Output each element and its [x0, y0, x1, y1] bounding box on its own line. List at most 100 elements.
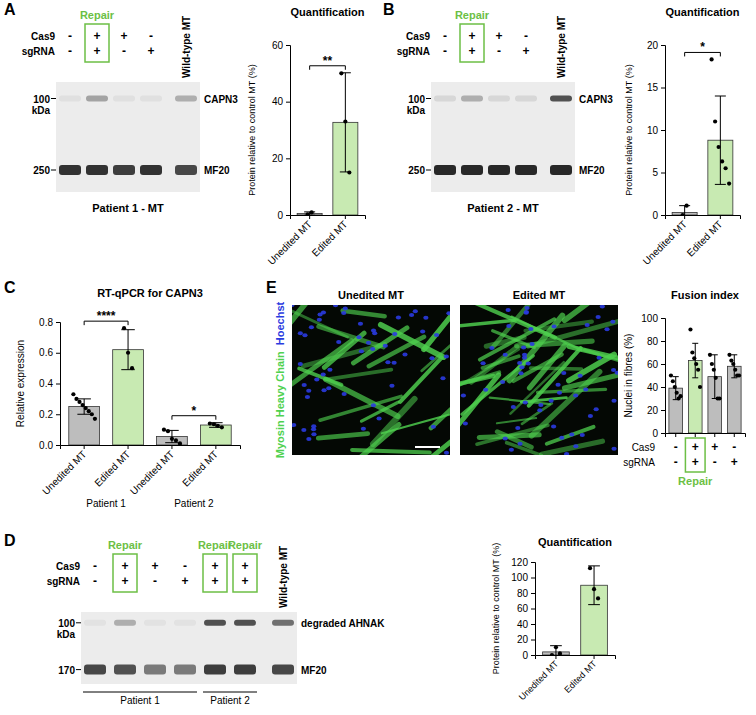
nucleus: [463, 422, 468, 426]
condition-sign: -: [713, 455, 717, 469]
nucleus: [555, 383, 560, 387]
x-tick-label: Unedited MT: [40, 449, 88, 497]
x-axis: Unedited MTEdited MTUnedited MTEdited MT: [40, 445, 240, 497]
error-bar-line: [695, 343, 696, 378]
data-point: [220, 425, 224, 429]
data-point: [708, 353, 712, 357]
y-tick-group: 20: [272, 153, 290, 164]
western-blot: RepairCas9-++-sgRNA-+-+Wild-type MTCAPN3…: [22, 9, 239, 214]
y-tick: [661, 410, 665, 411]
y-tick: [661, 215, 665, 216]
bar-chart: 0.00.20.40.60.8Unedited MTEdited MTUnedi…: [15, 287, 241, 509]
y-tick-group: 0.0: [39, 440, 60, 451]
marker-line: [51, 170, 56, 171]
condition-sign: +: [151, 559, 158, 573]
nucleus: [569, 432, 574, 436]
nucleus: [423, 316, 428, 320]
myotube: [547, 427, 594, 444]
y-tick: [661, 45, 665, 46]
condition-sign: +: [468, 44, 475, 58]
bar-chart: 05101520Unedited MTEdited MTQuantificati…: [624, 6, 741, 267]
data-point: [696, 368, 700, 372]
condition-sign: -: [93, 559, 97, 573]
data-point: [675, 391, 679, 395]
y-tick-group: 0: [277, 210, 290, 221]
blot-band: [461, 96, 483, 102]
y-tick-label: 40: [272, 96, 284, 107]
x-tick: [309, 215, 310, 219]
data-point: [306, 212, 310, 215]
blot-band: [113, 165, 135, 175]
nucleus: [480, 361, 485, 365]
nucleus: [551, 325, 556, 329]
myotube: [507, 443, 542, 455]
myotube: [400, 357, 442, 401]
nucleus: [524, 306, 529, 310]
x-tick-label: Edited MT: [180, 449, 220, 489]
y-axis: 020406080100120: [511, 557, 535, 661]
y-axis-line: [56, 323, 61, 446]
nucleus: [292, 305, 295, 307]
nucleus: [461, 393, 466, 397]
x-tick: [734, 433, 735, 437]
nucleus: [483, 388, 488, 392]
group-label: Patient 2: [174, 498, 214, 509]
row-label: sgRNA: [623, 457, 655, 468]
nucleus: [389, 384, 394, 388]
nucleus: [292, 423, 296, 427]
condition-sign: +: [211, 559, 218, 573]
y-tick: [531, 593, 535, 594]
x-tick-group: [675, 433, 676, 437]
y-tick-label: 20: [272, 153, 284, 164]
repair-label: Repair: [455, 9, 490, 21]
error-bar: [679, 206, 690, 215]
error-bar: [715, 96, 726, 184]
data-point: [339, 71, 343, 75]
nucleus: [444, 355, 449, 359]
nucleus: [366, 341, 371, 345]
image-title: Unedited MT: [338, 289, 404, 301]
error-bar: [588, 566, 600, 605]
condition-sign: -: [443, 44, 447, 58]
nucleus: [538, 403, 543, 407]
data-point: [694, 362, 698, 366]
y-tick-group: 40: [647, 382, 665, 393]
y-tick-group: 40: [517, 619, 535, 630]
data-point: [343, 119, 347, 123]
data-point: [688, 327, 692, 331]
data-point: [84, 406, 88, 410]
myotube: [407, 426, 450, 455]
blot-band: [174, 665, 196, 675]
repair-box: [685, 438, 705, 472]
marker-label: 250: [33, 165, 50, 176]
y-tick-group: 100: [641, 313, 665, 324]
x-tick-group: Edited MT: [180, 445, 220, 489]
band-label: CAPN3: [204, 94, 238, 105]
myotube: [460, 349, 519, 392]
blot-caption: Patient 1 - MT: [92, 202, 164, 214]
nucleus: [557, 391, 562, 395]
blot-band: [272, 665, 294, 675]
nucleus: [429, 356, 434, 360]
condition-sign: +: [181, 574, 188, 588]
nucleus: [604, 327, 609, 331]
y-tick: [56, 414, 60, 415]
nucleus: [610, 320, 615, 324]
x-tick: [345, 215, 346, 219]
x-tick-group: Unedited MT: [266, 215, 314, 267]
nucleus: [585, 323, 590, 327]
nucleus: [444, 451, 449, 455]
nucleus: [306, 389, 311, 393]
myotube: [521, 398, 566, 402]
data-point: [71, 392, 75, 396]
data-point: [212, 422, 216, 426]
nucleus: [523, 400, 528, 404]
y-tick-group: 5: [652, 167, 665, 178]
myotube: [528, 321, 618, 346]
marker-label: 100: [408, 94, 425, 105]
condition-sign: +: [147, 44, 154, 58]
blot-band: [174, 620, 196, 626]
y-axis: 0.00.20.40.60.8: [39, 317, 60, 451]
blot-band: [175, 96, 197, 102]
data-point: [671, 379, 675, 383]
